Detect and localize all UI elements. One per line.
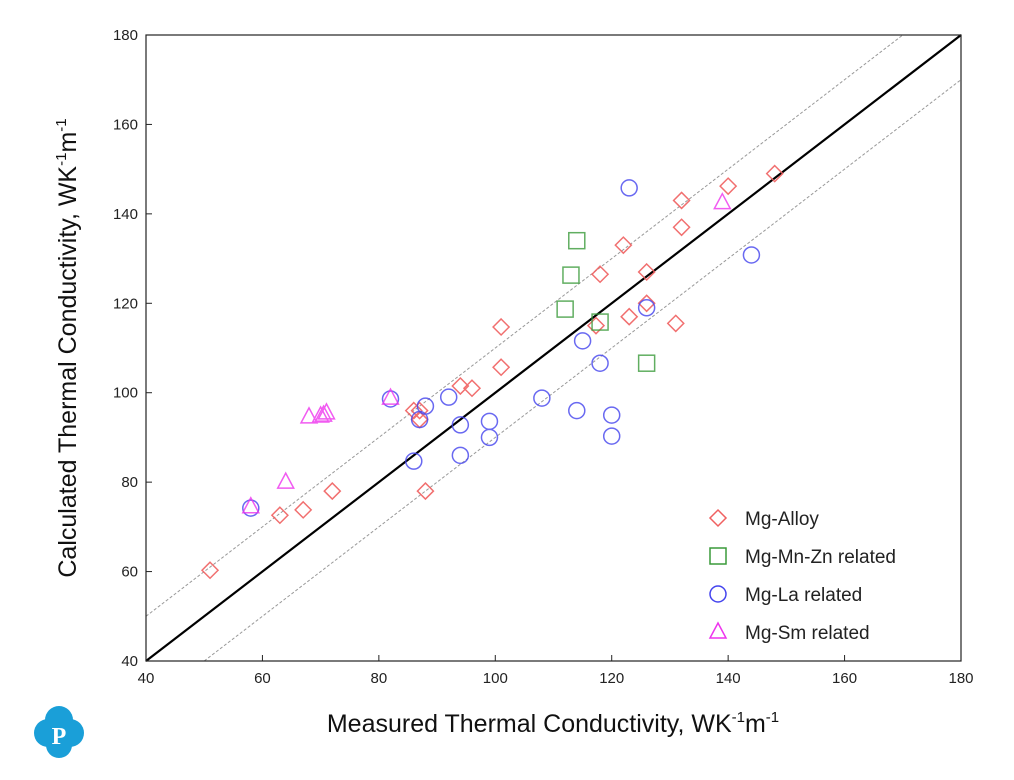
data-point bbox=[404, 401, 423, 420]
x-tick-label: 180 bbox=[948, 670, 973, 687]
data-point bbox=[672, 218, 691, 237]
x-tick-label: 100 bbox=[483, 670, 508, 687]
data-point bbox=[637, 354, 656, 372]
x-tick-label: 160 bbox=[832, 670, 857, 687]
y-tick-label: 160 bbox=[113, 116, 138, 133]
data-point bbox=[451, 416, 470, 434]
data-point bbox=[314, 404, 333, 422]
data-point bbox=[480, 428, 499, 447]
series-mg-sm-related bbox=[241, 192, 732, 514]
data-point bbox=[620, 179, 638, 197]
legend-label: Mg-La related bbox=[745, 585, 862, 606]
x-tick-label: 80 bbox=[371, 670, 388, 687]
series-mg-mn-zn-related bbox=[556, 231, 656, 372]
data-point bbox=[381, 390, 400, 408]
data-point bbox=[405, 452, 423, 470]
data-point bbox=[614, 236, 633, 255]
y-axis-label: Calculated Thermal Conductivity, WK-1m-1 bbox=[53, 118, 82, 577]
x-tick-label: 140 bbox=[716, 670, 741, 687]
data-point bbox=[637, 262, 656, 282]
y-tick-label: 80 bbox=[121, 474, 138, 491]
legend-marker bbox=[708, 621, 728, 639]
data-point bbox=[299, 406, 319, 424]
data-point bbox=[462, 379, 482, 398]
svg-text:P: P bbox=[52, 724, 67, 750]
y-tick-label: 120 bbox=[113, 295, 138, 312]
data-point bbox=[311, 405, 330, 423]
legend-label: Mg-Mn-Zn related bbox=[745, 547, 896, 568]
data-point bbox=[742, 246, 761, 264]
data-point bbox=[562, 266, 580, 284]
data-point bbox=[276, 471, 295, 489]
x-tick-label: 40 bbox=[138, 670, 155, 687]
plot-frame bbox=[145, 34, 962, 662]
y-tick-label: 180 bbox=[113, 27, 138, 44]
data-point bbox=[533, 389, 551, 407]
series-mg-alloy bbox=[200, 164, 784, 580]
data-point bbox=[492, 358, 511, 377]
data-point bbox=[637, 299, 656, 317]
data-point bbox=[713, 192, 732, 210]
legend-label: Mg-Sm related bbox=[745, 623, 870, 644]
reference-line-plus10 bbox=[145, 34, 904, 617]
data-point bbox=[573, 332, 592, 350]
data-point bbox=[294, 500, 313, 519]
data-point bbox=[591, 313, 609, 331]
data-point bbox=[568, 401, 586, 420]
data-point bbox=[602, 427, 621, 445]
data-point bbox=[416, 482, 435, 501]
data-point bbox=[719, 177, 738, 196]
data-point bbox=[242, 499, 260, 517]
data-point bbox=[451, 376, 470, 396]
data-point bbox=[568, 231, 586, 250]
x-axis-label: Measured Thermal Conductivity, WK-1m-1 bbox=[327, 709, 779, 738]
data-point bbox=[416, 397, 435, 415]
data-point bbox=[765, 164, 784, 183]
data-point bbox=[586, 316, 606, 335]
data-point bbox=[200, 561, 220, 580]
data-point bbox=[591, 354, 609, 372]
legend-marker bbox=[709, 585, 727, 603]
series-mg-la-related bbox=[242, 179, 761, 517]
reference-line-minus10 bbox=[203, 79, 962, 662]
y-tick-label: 60 bbox=[121, 564, 138, 581]
data-point bbox=[270, 506, 289, 525]
data-point bbox=[439, 388, 458, 406]
data-point bbox=[556, 300, 574, 318]
legend: Mg-Alloy Mg-Mn-Zn related Mg-La related Mg-… bbox=[708, 508, 896, 644]
data-point bbox=[672, 191, 691, 210]
legend-marker bbox=[708, 508, 728, 528]
data-point bbox=[323, 482, 342, 501]
x-tick-label: 120 bbox=[599, 670, 624, 687]
data-point bbox=[602, 406, 621, 424]
y-tick-label: 40 bbox=[121, 653, 138, 670]
data-point bbox=[591, 265, 610, 284]
data-point bbox=[241, 496, 261, 514]
data-point bbox=[620, 307, 639, 326]
legend-label: Mg-Alloy bbox=[745, 509, 819, 530]
data-point bbox=[381, 387, 400, 405]
data-point bbox=[637, 294, 656, 313]
data-point bbox=[666, 314, 685, 333]
legend-marker bbox=[709, 547, 727, 565]
reference-line-parity bbox=[145, 34, 962, 662]
data-point bbox=[492, 317, 511, 337]
data-point bbox=[480, 412, 499, 431]
data-point bbox=[317, 402, 336, 420]
y-tick-label: 100 bbox=[113, 385, 138, 402]
logo: P bbox=[34, 706, 84, 758]
data-point bbox=[410, 401, 429, 420]
data-point bbox=[451, 446, 470, 465]
x-tick-label: 60 bbox=[254, 670, 271, 687]
y-tick-label: 140 bbox=[113, 206, 138, 223]
